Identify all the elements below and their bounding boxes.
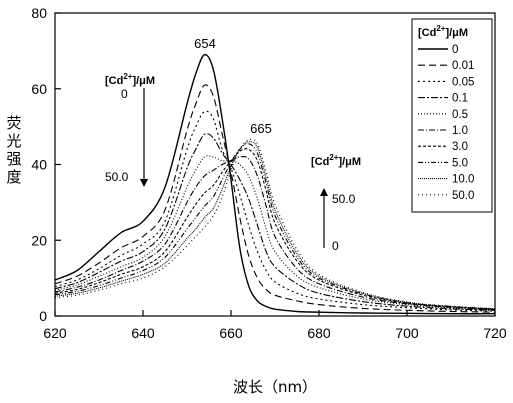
legend-label: 1.0 (452, 125, 468, 137)
series-line (54, 84, 496, 313)
series-line (54, 53, 496, 315)
series-layer (54, 53, 496, 315)
legend: [Cd2+]/μM 0 0.01 0.05 0.1 0.5 1.0 3.0 5.0 10.0 50… (411, 18, 493, 213)
legend-label: 0.01 (452, 60, 474, 72)
x-axis: 620 640 660 680 700 720 (43, 310, 507, 341)
arrow-down-end: 50.0 (105, 170, 129, 184)
x-tick-label: 700 (395, 325, 419, 341)
legend-label: 0.1 (452, 93, 468, 105)
series-line (54, 138, 496, 310)
x-tick-label: 720 (483, 325, 507, 341)
x-tick-label: 680 (307, 325, 331, 341)
arrow-up-start: 0 (332, 239, 339, 253)
legend-box (411, 18, 493, 213)
y-axis: 0 20 40 60 80 (31, 5, 61, 324)
legend-items: 0 0.01 0.05 0.1 0.5 1.0 3.0 5.0 10.0 50.0 (418, 44, 474, 202)
arrow-up-end: 50.0 (332, 192, 356, 206)
legend-title: [Cd2+]/μM (418, 24, 468, 39)
series-line (54, 141, 496, 310)
peak-label-left: 654 (194, 36, 216, 51)
x-tick-label: 660 (219, 325, 243, 341)
x-tick-label: 620 (43, 325, 67, 341)
legend-label: 3.0 (452, 141, 468, 153)
legend-label: 50.0 (452, 190, 474, 202)
arrow-down-title: [Cd2+]/μM (105, 72, 155, 87)
x-axis-title: 波长（nm） (233, 378, 317, 396)
legend-label: 10.0 (452, 174, 474, 186)
series-line (54, 148, 496, 310)
arrow-up-title: [Cd2+]/μM (311, 153, 361, 168)
y-tick-label: 60 (31, 81, 47, 97)
legend-label: 5.0 (452, 157, 468, 169)
x-tick-label: 640 (131, 325, 155, 341)
y-tick-label: 80 (31, 5, 47, 21)
peak-label-right: 665 (250, 121, 272, 136)
y-axis-title: 荧光强度 (6, 114, 21, 186)
series-line (54, 110, 496, 312)
arrow-down-start: 0 (121, 87, 128, 101)
y-tick-label: 20 (31, 232, 47, 248)
y-tick-label: 40 (31, 157, 47, 173)
legend-label: 0.05 (452, 76, 474, 88)
series-line (54, 132, 496, 311)
legend-label: 0.5 (452, 109, 468, 121)
legend-label: 0 (452, 44, 458, 56)
y-tick-label: 0 (39, 308, 47, 324)
